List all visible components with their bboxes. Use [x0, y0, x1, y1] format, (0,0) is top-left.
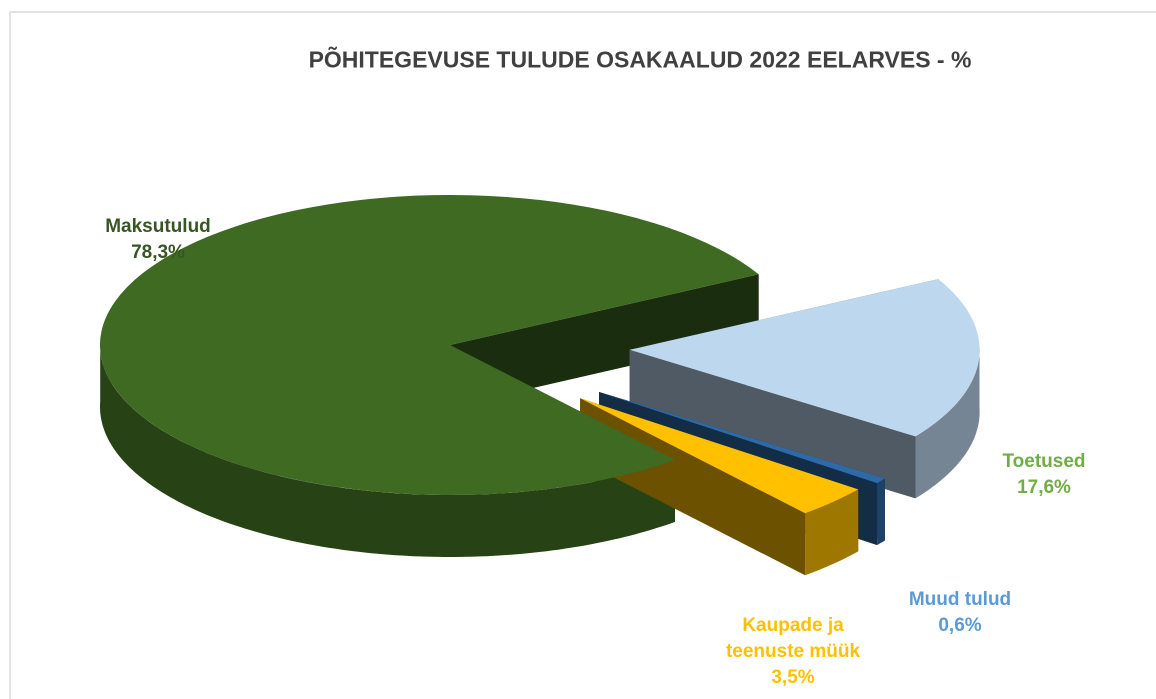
label-name: Maksutulud: [105, 216, 211, 237]
slice-side: [877, 478, 885, 546]
label-name: Muud tulud: [908, 589, 1012, 610]
data-label: Toetused 17,6%: [964, 449, 1124, 501]
label-value: 0,6%: [938, 615, 982, 636]
data-label: Maksutulud 78,3%: [58, 214, 258, 266]
slice-tops: [99, 194, 980, 514]
data-label: Muud tulud 0,6%: [880, 587, 1040, 639]
slice: [99, 194, 759, 495]
slice-side: [100, 339, 675, 557]
slice: [599, 391, 885, 484]
slice-wall: [629, 349, 916, 499]
data-label: Kaupade ja teenuste müük 3,5%: [708, 613, 878, 691]
label-name: Toetused: [1002, 451, 1086, 472]
slice-side: [805, 489, 859, 576]
slice-wall: [450, 274, 759, 407]
chart-title: PÕHITEGEVUSE TULUDE OSAKAALUD 2022 EELAR…: [308, 46, 972, 73]
slice: [580, 398, 859, 514]
label-value: 3,5%: [771, 667, 815, 688]
slice: [629, 279, 980, 437]
slice-side: [915, 346, 980, 499]
label-name: Kaupade ja teenuste müük: [725, 615, 861, 662]
label-value: 17,6%: [1017, 477, 1071, 498]
label-value: 78,3%: [131, 242, 185, 263]
